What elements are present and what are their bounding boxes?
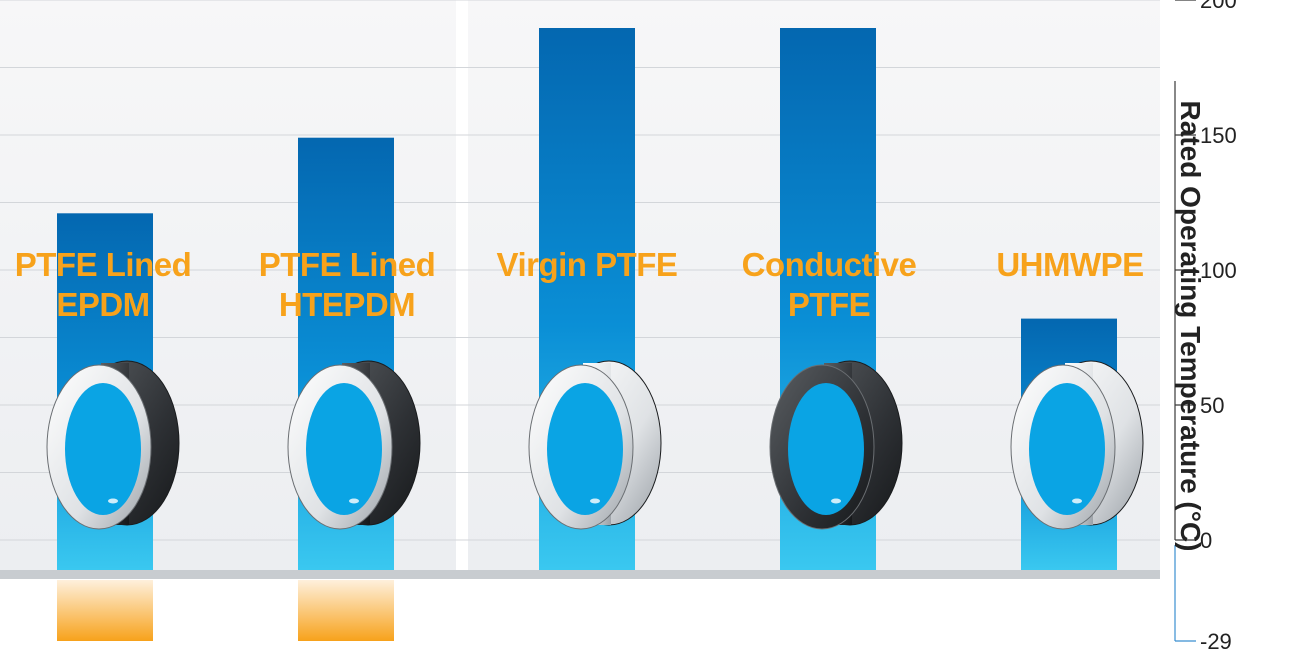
- bar-below-zero-ptfe-lined-htepdm: [298, 580, 394, 641]
- category-label-ptfe-lined-htepdm: PTFE Lined HTEPDM: [258, 246, 436, 323]
- seal-image-uhmwpe: [1010, 360, 1144, 530]
- seal-images: [46, 360, 1144, 530]
- seal-image-conductive-ptfe: [769, 360, 903, 530]
- seal-image-ptfe-lined-htepdm: [287, 360, 421, 530]
- category-label-conductive-ptfe: Conductive PTFE: [741, 246, 917, 323]
- category-label-uhmwpe: UHMWPE: [996, 246, 1144, 283]
- y-axis-title: Rated Operating Temperature (°C): [1175, 100, 1206, 552]
- y-tick-label: 50: [1200, 393, 1224, 418]
- seal-image-ptfe-lined-epdm: [46, 360, 180, 530]
- y-tick-label: -29: [1200, 629, 1232, 652]
- y-tick-label: 200: [1200, 0, 1237, 13]
- bar-below-zero-ptfe-lined-epdm: [57, 580, 153, 641]
- seal-image-virgin-ptfe: [528, 360, 662, 530]
- category-label-ptfe-lined-epdm: PTFE Lined EPDM: [14, 246, 192, 323]
- y-tick-label: 100: [1200, 258, 1237, 283]
- y-tick-label: 150: [1200, 123, 1237, 148]
- panel-divider: [456, 0, 468, 570]
- category-label-virgin-ptfe: Virgin PTFE: [496, 246, 678, 283]
- y-tick-label: 0: [1200, 528, 1212, 553]
- baseline: [0, 570, 1160, 579]
- y-axis: 200 150 100 50 0 -29: [1174, 0, 1237, 652]
